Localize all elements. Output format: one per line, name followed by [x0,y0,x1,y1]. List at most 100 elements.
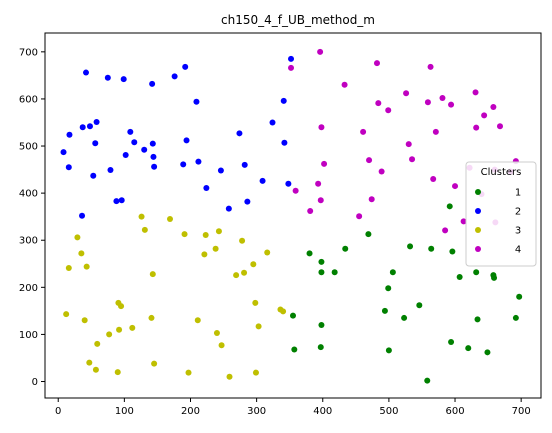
point-cluster-3 [148,314,155,321]
point-cluster-2 [66,131,73,138]
point-cluster-2 [149,80,156,87]
point-cluster-4 [378,168,385,175]
point-cluster-4 [321,160,328,167]
point-cluster-1 [473,269,480,276]
y-tick-label: 200 [19,283,38,294]
point-cluster-3 [151,360,158,367]
point-cluster-3 [116,326,123,333]
point-cluster-3 [215,228,222,235]
point-cluster-2 [93,119,100,126]
point-cluster-4 [427,63,434,70]
point-cluster-2 [107,167,114,174]
point-cluster-4 [481,112,488,119]
x-axis: 0 100 200 300 400 500 600 700 [55,398,531,417]
legend-marker-1 [475,189,481,195]
point-cluster-4 [385,107,392,114]
point-cluster-3 [264,249,271,256]
point-cluster-1 [449,248,456,255]
point-cluster-2 [104,74,111,81]
legend-label-3: 3 [515,226,521,237]
point-cluster-1 [290,312,296,319]
legend-label-1: 1 [515,188,521,199]
point-cluster-2 [151,163,158,170]
point-cluster-2 [79,124,86,131]
point-cluster-3 [141,226,148,233]
point-cluster-2 [193,98,200,105]
point-cluster-3 [106,331,113,338]
point-cluster-4 [490,103,497,110]
point-cluster-2 [60,149,67,156]
point-cluster-4 [496,123,503,130]
point-cluster-1 [474,316,481,323]
point-cluster-3 [129,324,136,331]
legend-label-4: 4 [515,245,521,256]
point-cluster-2 [244,198,251,205]
point-cluster-3 [86,359,93,366]
point-cluster-2 [195,158,202,165]
point-cluster-2 [280,97,287,104]
point-cluster-3 [201,251,208,258]
point-cluster-2 [281,139,288,146]
x-tick-label: 400 [313,406,332,417]
point-cluster-4 [366,157,373,164]
point-cluster-3 [185,369,192,376]
point-cluster-3 [149,271,156,278]
point-cluster-1 [465,345,472,352]
point-cluster-3 [218,342,225,349]
y-tick-label: 700 [19,47,38,58]
point-cluster-4 [405,141,412,148]
y-tick-label: 400 [19,189,38,200]
x-tick-label: 700 [512,406,531,417]
point-cluster-4 [368,196,375,203]
point-cluster-3 [92,366,99,373]
point-cluster-4 [473,124,480,131]
point-cluster-4 [341,81,348,88]
point-cluster-4 [315,180,322,187]
point-cluster-3 [202,232,209,239]
point-cluster-3 [226,373,233,380]
point-cluster-2 [183,137,190,144]
point-cluster-3 [65,265,72,272]
point-cluster-4 [403,90,410,97]
point-cluster-1 [342,245,349,252]
x-tick-label: 200 [181,406,200,417]
legend-box [465,161,537,267]
point-cluster-4 [317,48,324,55]
point-cluster-4 [360,128,367,135]
point-cluster-2 [171,73,178,80]
point-cluster-1 [381,307,388,314]
point-cluster-2 [225,205,232,212]
y-axis: 0 100 200 300 400 500 600 700 [19,47,45,388]
point-cluster-4 [409,156,416,163]
point-cluster-3 [280,308,287,315]
point-cluster-1 [512,314,519,321]
point-cluster-4 [460,218,467,225]
legend-label-2: 2 [515,207,521,218]
plot-area-frame [44,32,542,399]
point-cluster-1 [407,243,414,250]
point-cluster-1 [416,302,423,309]
point-cluster-3 [81,317,88,324]
point-cluster-1 [365,231,372,238]
point-cluster-3 [239,237,246,244]
point-cluster-2 [65,164,72,171]
point-cluster-1 [401,314,408,321]
point-cluster-1 [318,258,325,265]
point-cluster-1 [516,293,523,300]
point-cluster-1 [428,245,435,252]
point-cluster-2 [182,63,189,70]
point-cluster-1 [291,346,298,353]
point-cluster-2 [90,172,97,179]
point-cluster-2 [118,197,125,204]
point-cluster-3 [118,303,125,310]
point-cluster-2 [79,212,86,219]
point-cluster-3 [212,245,219,252]
point-cluster-2 [203,184,210,191]
point-cluster-4 [317,197,324,204]
point-cluster-3 [166,216,173,223]
point-cluster-1 [317,344,324,351]
point-cluster-2 [113,198,120,205]
point-cluster-4 [292,187,299,194]
point-cluster-4 [307,208,314,215]
